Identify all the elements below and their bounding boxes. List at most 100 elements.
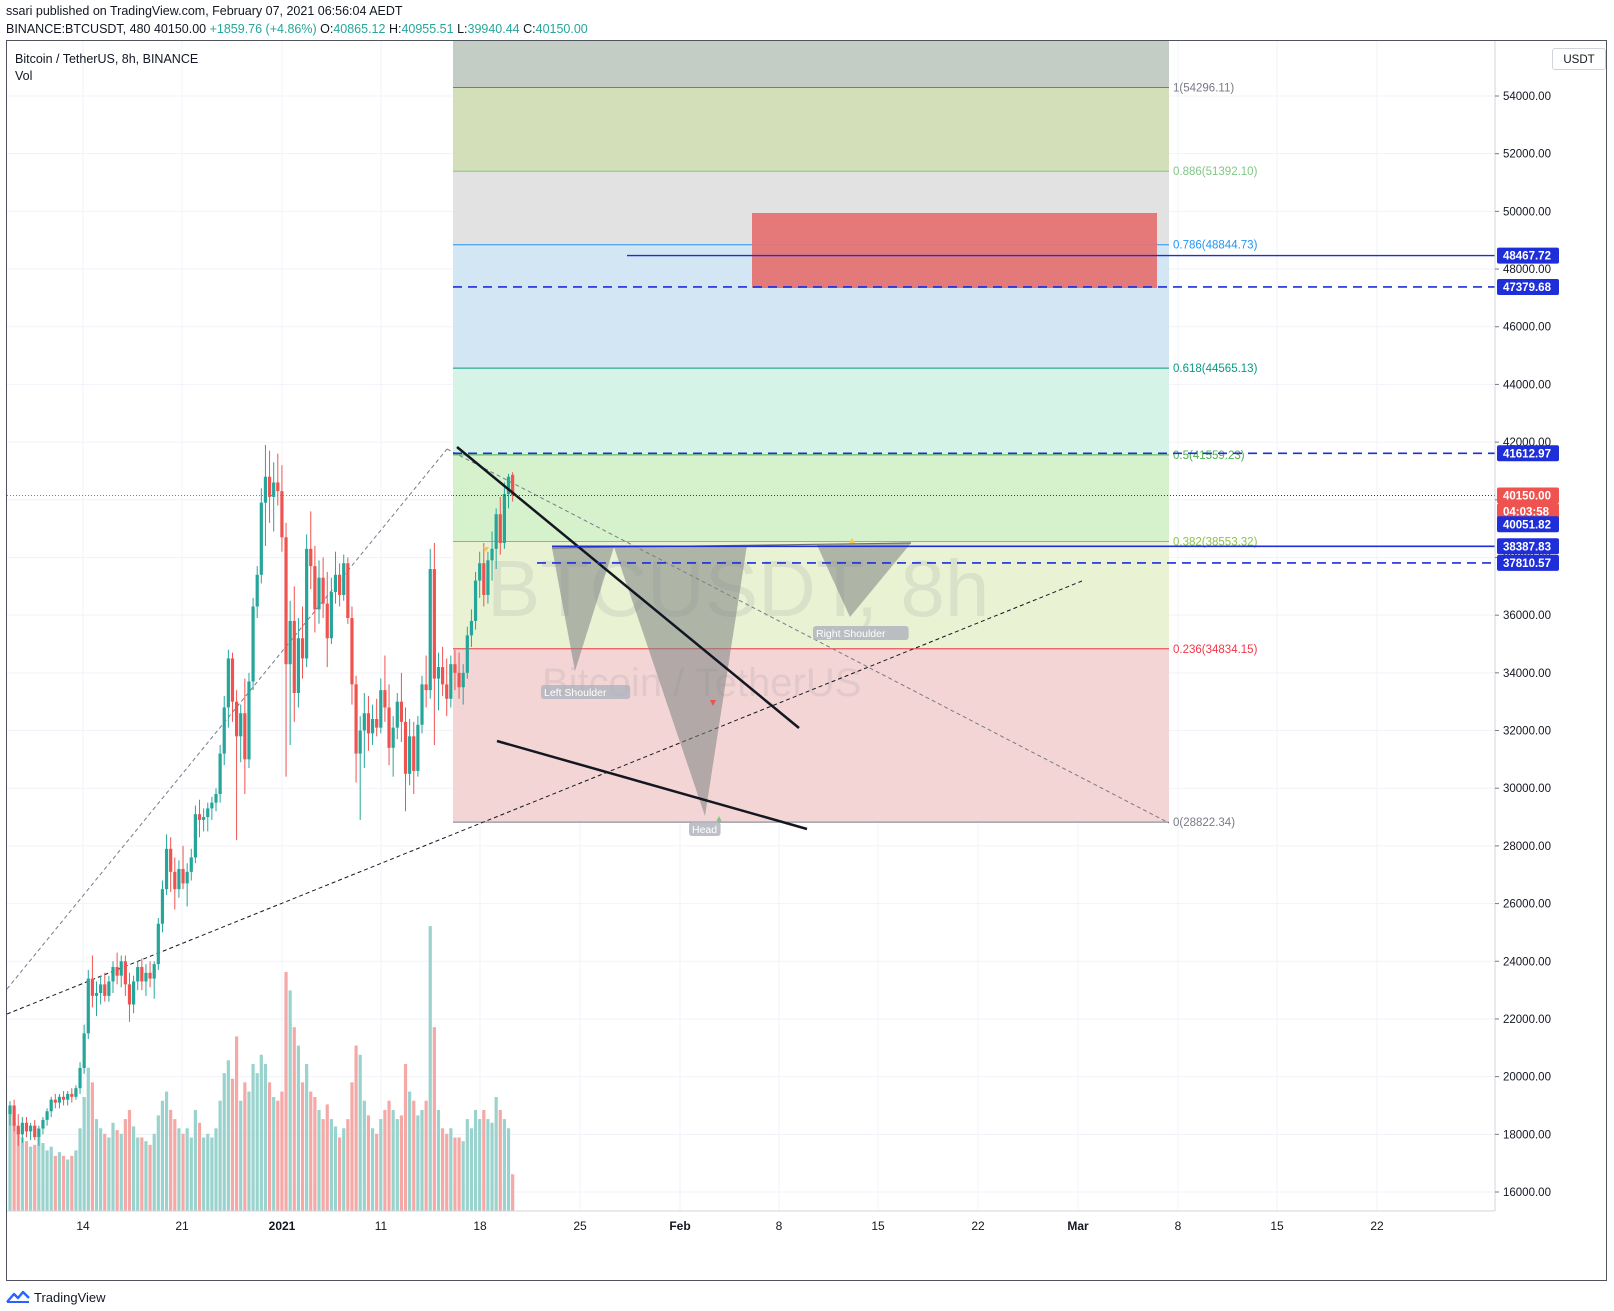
candle-body[interactable] xyxy=(272,482,276,497)
candle-body[interactable] xyxy=(218,753,222,794)
candle-body[interactable] xyxy=(119,961,123,976)
candle-body[interactable] xyxy=(276,482,280,492)
candle-body[interactable] xyxy=(251,606,255,682)
candle-body[interactable] xyxy=(366,713,371,734)
candle-body[interactable] xyxy=(193,814,197,858)
candle-body[interactable] xyxy=(255,574,259,607)
candle-body[interactable] xyxy=(267,476,272,497)
candle-body[interactable] xyxy=(49,1099,53,1112)
candle-body[interactable] xyxy=(177,868,181,890)
candle-body[interactable] xyxy=(300,638,305,659)
currency-button[interactable]: USDT xyxy=(1552,48,1606,70)
candle-body[interactable] xyxy=(280,491,284,538)
chart-pane[interactable]: 1(54296.11) 0.886(51392.10) 0.786(48844.73… xyxy=(6,40,1607,1281)
candle-body[interactable] xyxy=(436,667,441,679)
candle-body[interactable] xyxy=(164,848,169,890)
candle-body[interactable] xyxy=(391,727,395,748)
candle-body[interactable] xyxy=(29,1125,33,1132)
candle-body[interactable] xyxy=(292,620,296,694)
candle-body[interactable] xyxy=(152,964,156,979)
candle-body[interactable] xyxy=(160,889,165,924)
candle-body[interactable] xyxy=(210,802,214,809)
pattern-right-shoulder[interactable] xyxy=(817,543,911,617)
candle-body[interactable] xyxy=(370,718,375,734)
candle-body[interactable] xyxy=(243,713,247,760)
candle-body[interactable] xyxy=(202,817,206,820)
pattern-head[interactable] xyxy=(614,545,747,816)
candle-body[interactable] xyxy=(284,537,288,665)
candle-body[interactable] xyxy=(399,701,403,722)
candle-body[interactable] xyxy=(432,569,436,679)
candle-body[interactable] xyxy=(445,684,449,699)
candle-body[interactable] xyxy=(428,569,432,691)
candle-body[interactable] xyxy=(53,1099,57,1103)
candle-body[interactable] xyxy=(358,730,362,754)
candle-body[interactable] xyxy=(206,808,210,818)
candle-body[interactable] xyxy=(197,814,202,820)
candle-body[interactable] xyxy=(33,1125,37,1138)
candle-body[interactable] xyxy=(239,713,243,737)
candle-body[interactable] xyxy=(453,664,457,673)
candle-body[interactable] xyxy=(24,1122,29,1132)
candle-body[interactable] xyxy=(99,984,103,993)
candle-body[interactable] xyxy=(169,848,173,872)
candle-body[interactable] xyxy=(288,620,292,665)
candle-body[interactable] xyxy=(375,718,379,728)
candle-body[interactable] xyxy=(449,664,453,699)
candle-body[interactable] xyxy=(107,981,111,996)
candle-body[interactable] xyxy=(74,1088,78,1097)
candle-body[interactable] xyxy=(37,1128,41,1138)
candle-body[interactable] xyxy=(325,603,329,639)
candle-body[interactable] xyxy=(420,684,424,725)
wedge-lower-line[interactable] xyxy=(496,739,808,831)
candle-body[interactable] xyxy=(66,1093,70,1100)
candle-body[interactable] xyxy=(296,638,300,694)
candle-body[interactable] xyxy=(329,592,333,639)
candle-body[interactable] xyxy=(173,871,177,890)
candle-body[interactable] xyxy=(78,1067,82,1089)
candle-body[interactable] xyxy=(82,1033,86,1068)
candle-body[interactable] xyxy=(45,1111,49,1120)
chart-canvas[interactable]: 1(54296.11) 0.886(51392.10) 0.786(48844.73… xyxy=(7,41,1607,1281)
candle-body[interactable] xyxy=(57,1096,62,1103)
candle-body[interactable] xyxy=(235,701,239,737)
candle-body[interactable] xyxy=(127,984,132,1005)
candle-body[interactable] xyxy=(132,981,136,1005)
candle-body[interactable] xyxy=(469,620,474,636)
candle-body[interactable] xyxy=(465,635,469,673)
candle-body[interactable] xyxy=(12,1105,16,1126)
fib-trend-line[interactable] xyxy=(446,448,1170,824)
candle-body[interactable] xyxy=(412,736,416,771)
candle-body[interactable] xyxy=(338,574,342,595)
candle-body[interactable] xyxy=(333,574,338,593)
candle-body[interactable] xyxy=(321,577,325,604)
candle-body[interactable] xyxy=(263,476,268,503)
candle-body[interactable] xyxy=(506,476,511,495)
wedge-upper-line[interactable] xyxy=(456,446,800,729)
volume-indicator-label[interactable]: Vol xyxy=(15,69,33,83)
candle-body[interactable] xyxy=(103,984,107,996)
candle-body[interactable] xyxy=(8,1105,12,1115)
candle-body[interactable] xyxy=(317,577,321,610)
candle-body[interactable] xyxy=(490,548,494,561)
candle-body[interactable] xyxy=(305,548,309,659)
candle-body[interactable] xyxy=(61,1096,66,1100)
candle-body[interactable] xyxy=(41,1119,45,1129)
candle-body[interactable] xyxy=(70,1093,74,1097)
candle-body[interactable] xyxy=(247,681,251,760)
candle-body[interactable] xyxy=(156,923,160,965)
candle-body[interactable] xyxy=(94,992,99,996)
candle-body[interactable] xyxy=(189,857,193,872)
target-zone-box[interactable] xyxy=(752,213,1157,288)
candle-body[interactable] xyxy=(387,707,391,748)
candle-body[interactable] xyxy=(502,494,506,544)
candle-body[interactable] xyxy=(416,724,420,771)
candle-body[interactable] xyxy=(498,514,502,544)
candle-body[interactable] xyxy=(86,978,90,1034)
candle-body[interactable] xyxy=(148,972,152,979)
candle-body[interactable] xyxy=(140,967,144,982)
symbol-title[interactable]: Bitcoin / TetherUS, 8h, BINANCE xyxy=(15,52,199,66)
candle-body[interactable] xyxy=(115,967,119,976)
candle-body[interactable] xyxy=(123,961,127,985)
candle-body[interactable] xyxy=(395,701,399,728)
